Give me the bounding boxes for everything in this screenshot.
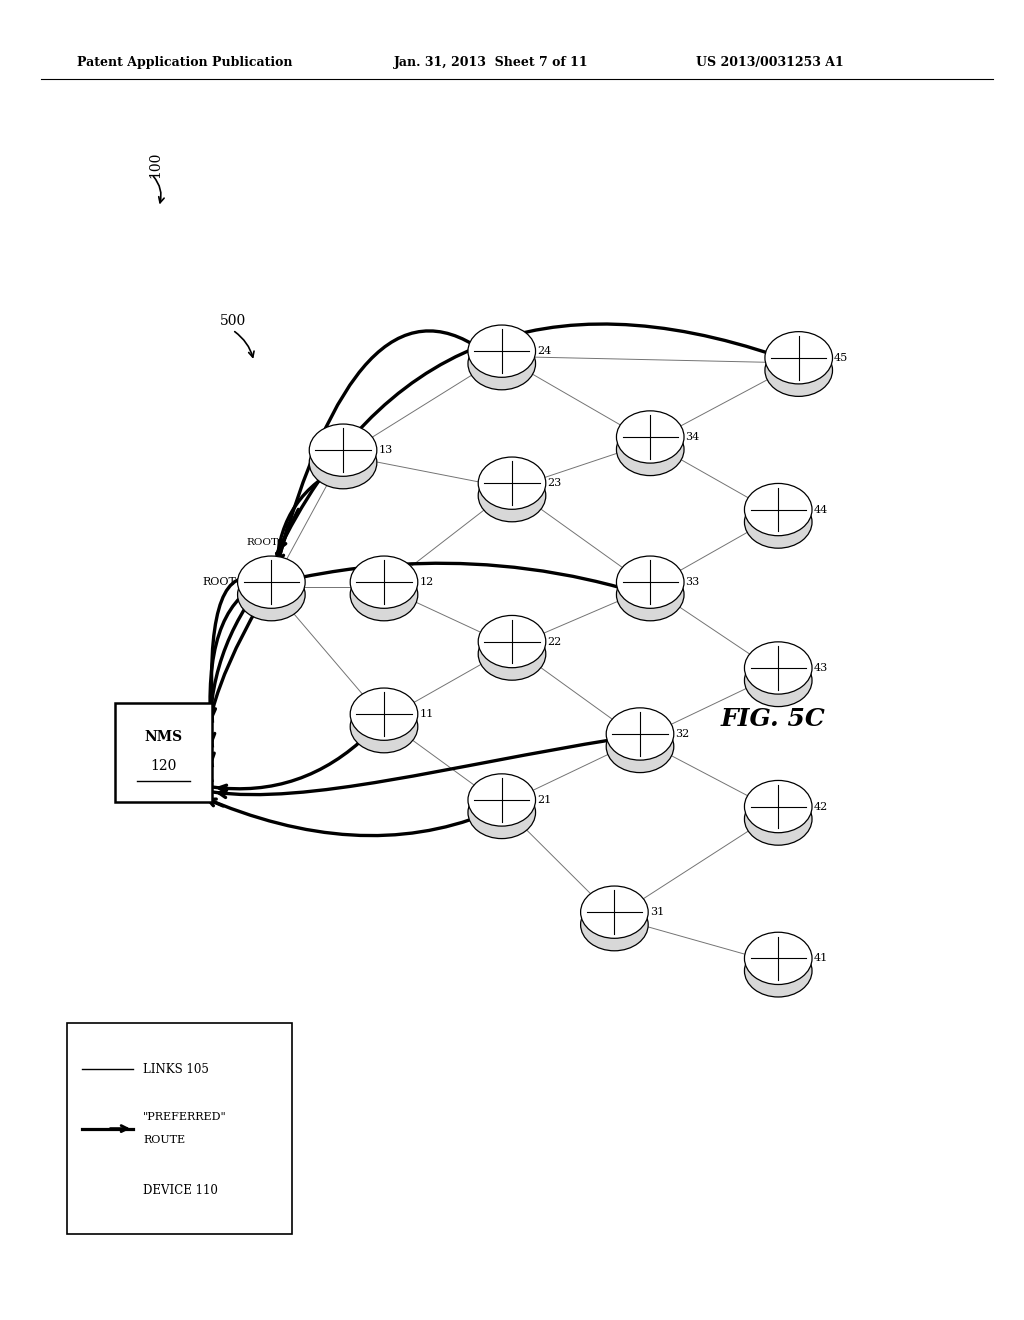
- Ellipse shape: [744, 780, 812, 833]
- Ellipse shape: [350, 569, 418, 620]
- Text: 34: 34: [686, 432, 699, 442]
- Text: 11: 11: [420, 709, 433, 719]
- Text: 100: 100: [148, 152, 163, 178]
- Text: 33: 33: [686, 577, 699, 587]
- Ellipse shape: [468, 774, 536, 826]
- Text: FIG. 5C: FIG. 5C: [721, 708, 825, 731]
- Text: 31: 31: [649, 907, 664, 917]
- Ellipse shape: [765, 331, 833, 384]
- Ellipse shape: [478, 457, 546, 510]
- FancyBboxPatch shape: [115, 702, 213, 801]
- Ellipse shape: [744, 945, 812, 997]
- Ellipse shape: [468, 338, 536, 389]
- Text: 42: 42: [813, 801, 827, 812]
- Ellipse shape: [468, 787, 536, 838]
- Ellipse shape: [238, 556, 305, 609]
- Ellipse shape: [478, 470, 546, 521]
- Text: 500: 500: [220, 314, 247, 327]
- Ellipse shape: [616, 556, 684, 609]
- Ellipse shape: [616, 569, 684, 620]
- Ellipse shape: [765, 345, 833, 396]
- Text: ROOT: ROOT: [202, 577, 236, 587]
- Ellipse shape: [309, 437, 377, 488]
- Ellipse shape: [744, 642, 812, 694]
- Ellipse shape: [478, 615, 546, 668]
- Ellipse shape: [74, 1177, 141, 1230]
- Ellipse shape: [350, 556, 418, 609]
- Text: 43: 43: [813, 663, 827, 673]
- Text: 41: 41: [813, 953, 827, 964]
- Text: 45: 45: [834, 352, 848, 363]
- Text: ROOT: ROOT: [246, 537, 279, 546]
- Text: "PREFERRED": "PREFERRED": [143, 1111, 227, 1122]
- Text: 12: 12: [420, 577, 433, 587]
- Ellipse shape: [468, 325, 536, 378]
- Text: Patent Application Publication: Patent Application Publication: [77, 55, 292, 69]
- Text: 22: 22: [547, 636, 561, 647]
- Ellipse shape: [744, 793, 812, 845]
- Text: Jan. 31, 2013  Sheet 7 of 11: Jan. 31, 2013 Sheet 7 of 11: [394, 55, 589, 69]
- Ellipse shape: [744, 655, 812, 706]
- Ellipse shape: [309, 424, 377, 477]
- Ellipse shape: [606, 708, 674, 760]
- Text: 24: 24: [537, 346, 551, 356]
- Text: 13: 13: [379, 445, 392, 455]
- Text: DEVICE 110: DEVICE 110: [143, 1184, 218, 1197]
- Ellipse shape: [350, 701, 418, 752]
- Text: 32: 32: [676, 729, 689, 739]
- Text: 23: 23: [547, 478, 561, 488]
- Text: 120: 120: [151, 759, 177, 772]
- Ellipse shape: [744, 483, 812, 536]
- Text: LINKS 105: LINKS 105: [143, 1063, 209, 1076]
- Text: NMS: NMS: [144, 730, 183, 743]
- FancyBboxPatch shape: [67, 1023, 292, 1234]
- Ellipse shape: [581, 886, 648, 939]
- Ellipse shape: [350, 688, 418, 741]
- Text: US 2013/0031253 A1: US 2013/0031253 A1: [696, 55, 844, 69]
- Ellipse shape: [744, 932, 812, 985]
- Ellipse shape: [616, 411, 684, 463]
- Ellipse shape: [581, 899, 648, 950]
- Text: 44: 44: [813, 504, 827, 515]
- Ellipse shape: [478, 628, 546, 680]
- Text: ROUTE: ROUTE: [143, 1135, 185, 1146]
- Text: 21: 21: [537, 795, 551, 805]
- Ellipse shape: [74, 1164, 141, 1217]
- Ellipse shape: [238, 569, 305, 620]
- Ellipse shape: [616, 424, 684, 475]
- Ellipse shape: [744, 496, 812, 548]
- Ellipse shape: [606, 721, 674, 772]
